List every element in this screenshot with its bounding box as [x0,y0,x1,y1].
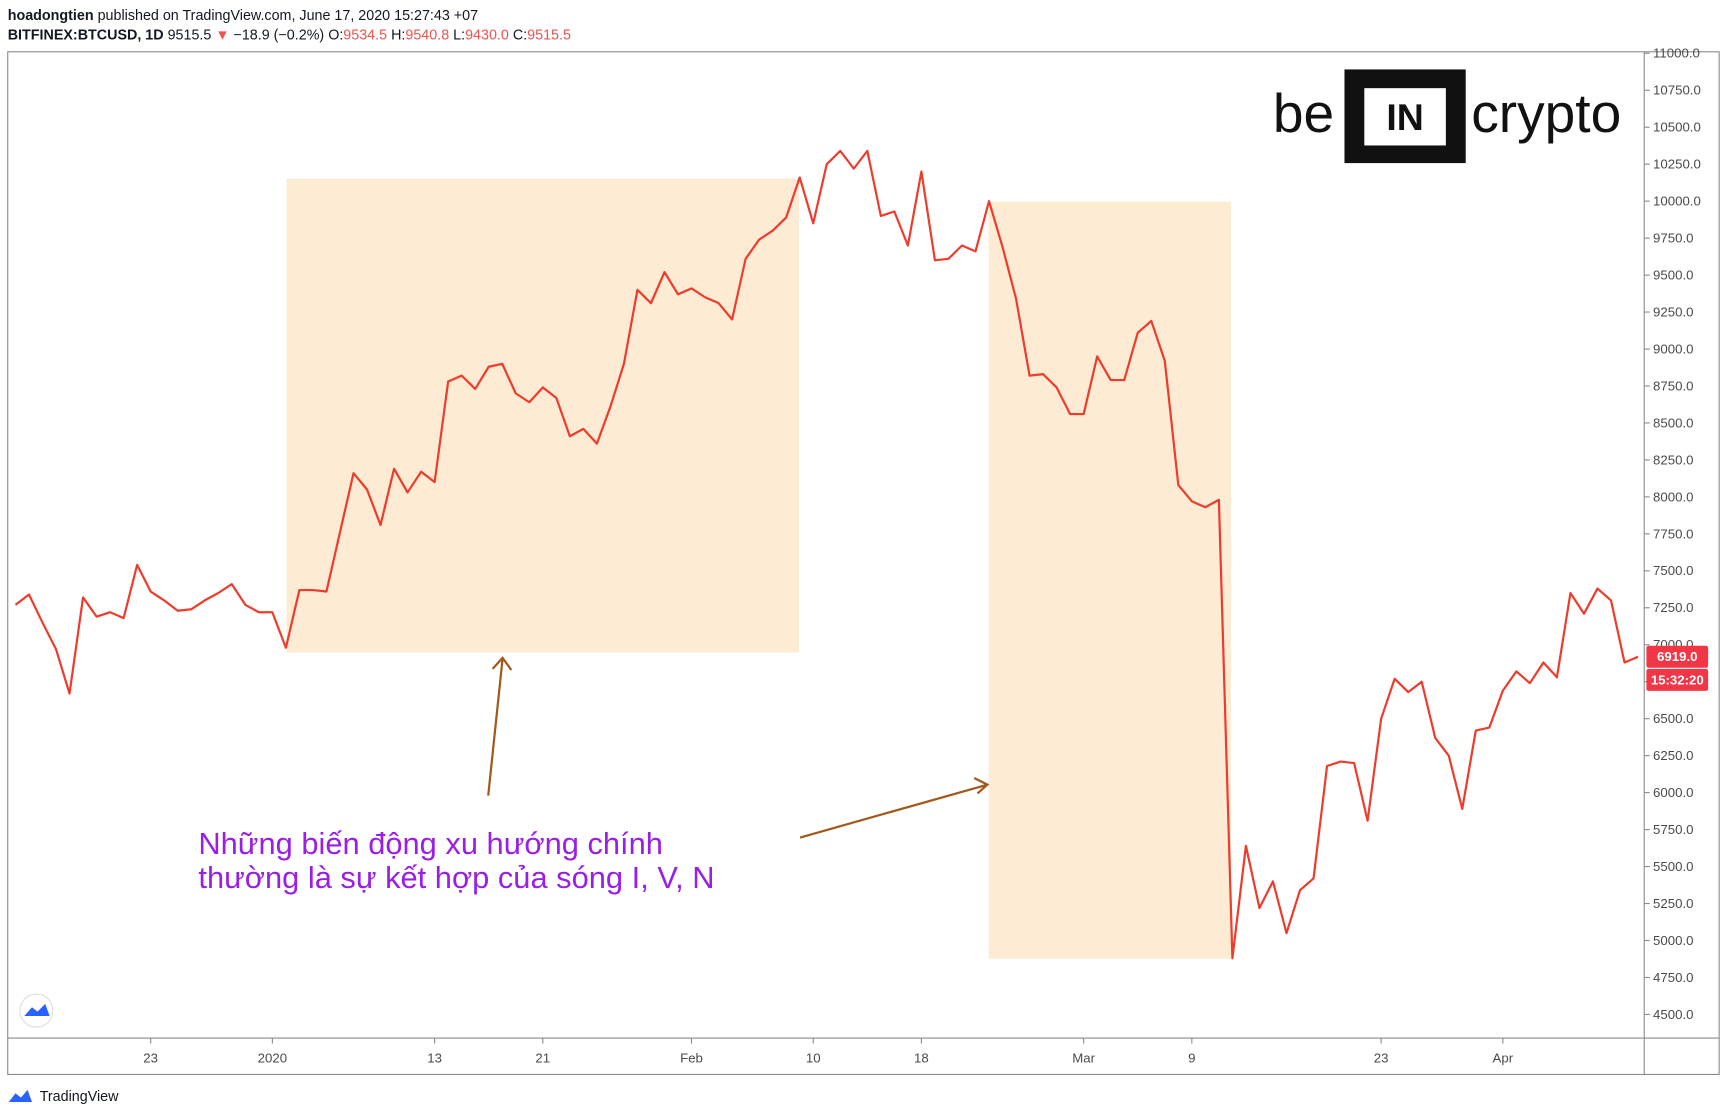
arrow-head [491,656,513,671]
symbol: BITFINEX:BTCUSD, 1D [8,28,164,44]
y-tick-label: 9250.0 [1653,304,1693,319]
x-tick-label: 23 [1374,1050,1389,1065]
footer-text: TradingView [40,1089,119,1105]
logo-text: be [1273,82,1334,144]
x-tick-label: 23 [143,1050,158,1065]
highlight-box [286,178,799,653]
y-tick-label: 8000.0 [1653,489,1693,504]
arrows [487,656,990,839]
price-line [14,149,1639,960]
y-tick-label: 4750.0 [1653,970,1693,985]
badge-icon [24,1003,50,1017]
arrow [799,783,988,839]
price-tag-label: 6919.0 [1657,649,1697,664]
y-tick-label: 8750.0 [1653,378,1693,393]
y-tick-label: 10250.0 [1653,157,1701,172]
y-tick-label: 9750.0 [1653,231,1693,246]
x-tick-label: 21 [535,1050,550,1065]
x-tick-label: 18 [914,1050,929,1065]
y-tick-label: 6500.0 [1653,711,1693,726]
x-tick-label: Mar [1072,1050,1095,1065]
logo-text: IN [1386,96,1423,138]
y-tick-label: 7750.0 [1653,526,1693,541]
y-tick-label: 8500.0 [1653,415,1693,430]
x-tick-label: 13 [427,1050,442,1065]
ohlc-key: C: [513,28,527,44]
countdown: 15:32:20 [1651,672,1704,687]
logo-text: crypto [1471,82,1621,144]
countdown-tag [1646,668,1709,691]
y-tick-label: 4500.0 [1653,1007,1693,1022]
y-tick-label: 7250.0 [1653,600,1693,615]
logo-inner [1364,88,1446,146]
y-tick-label: 7500.0 [1653,563,1693,578]
y-tick-label: 8250.0 [1653,452,1693,467]
y-tick-label: 6250.0 [1653,748,1693,763]
x-tick-label: Feb [680,1050,703,1065]
published: published on TradingView.com, June 17, 2… [98,8,479,24]
x-tick-label: Apr [1493,1050,1514,1065]
x-tick-label: 2020 [258,1050,287,1065]
y-tick-label: 10750.0 [1653,83,1701,98]
highlight-box [988,201,1231,959]
chart-frame [7,51,1720,1076]
y-tick-label: 10000.0 [1653,194,1701,209]
last-price: 9515.5 [168,28,212,44]
x-tick-label: 10 [806,1050,821,1065]
ohlc-key: O: [328,28,343,44]
annotation: Những biến động xu hướng chính [198,826,663,861]
symbol-line: BITFINEX:BTCUSD, 1D 9515.5 ▼ −18.9 (−0.2… [8,28,571,44]
ohlc-key: H: [391,28,405,44]
change: −18.9 (−0.2%) [234,28,325,44]
y-tick-label: 5750.0 [1653,822,1693,837]
y-tick-label: 10500.0 [1653,120,1701,135]
y-tick-label: 9000.0 [1653,341,1693,356]
x-tick-label: 9 [1188,1050,1195,1065]
author: hoadongtien [8,8,94,24]
y-tick-label: 9500.0 [1653,267,1693,282]
y-tick-label: 5500.0 [1653,859,1693,874]
footer-icon [8,1089,32,1103]
arrow [487,658,504,796]
y-tick-label: 5250.0 [1653,896,1693,911]
annotation: thường là sự kết hợp của sóng I, V, N [198,860,714,895]
ohlc-key: L: [453,28,465,44]
ohlc-value: 9534.5 [343,28,387,44]
tv-badge: TradingView [8,993,119,1105]
y-tick-label: 5000.0 [1653,933,1693,948]
logo: be IN crypto [1273,69,1621,164]
ohlc-value: 9540.8 [405,28,449,44]
price-tag [1646,645,1709,668]
change-icon: ▼ [215,28,229,44]
y-tick-label: 11000.0 [1653,46,1700,61]
badge-circle [19,993,54,1028]
ohlc-value: 9430.0 [465,28,509,44]
arrow-head [973,777,990,795]
y-tick-label: 6000.0 [1653,785,1693,800]
ohlc-value: 9515.5 [527,28,571,44]
header-line: hoadongtien published on TradingView.com… [8,8,478,24]
